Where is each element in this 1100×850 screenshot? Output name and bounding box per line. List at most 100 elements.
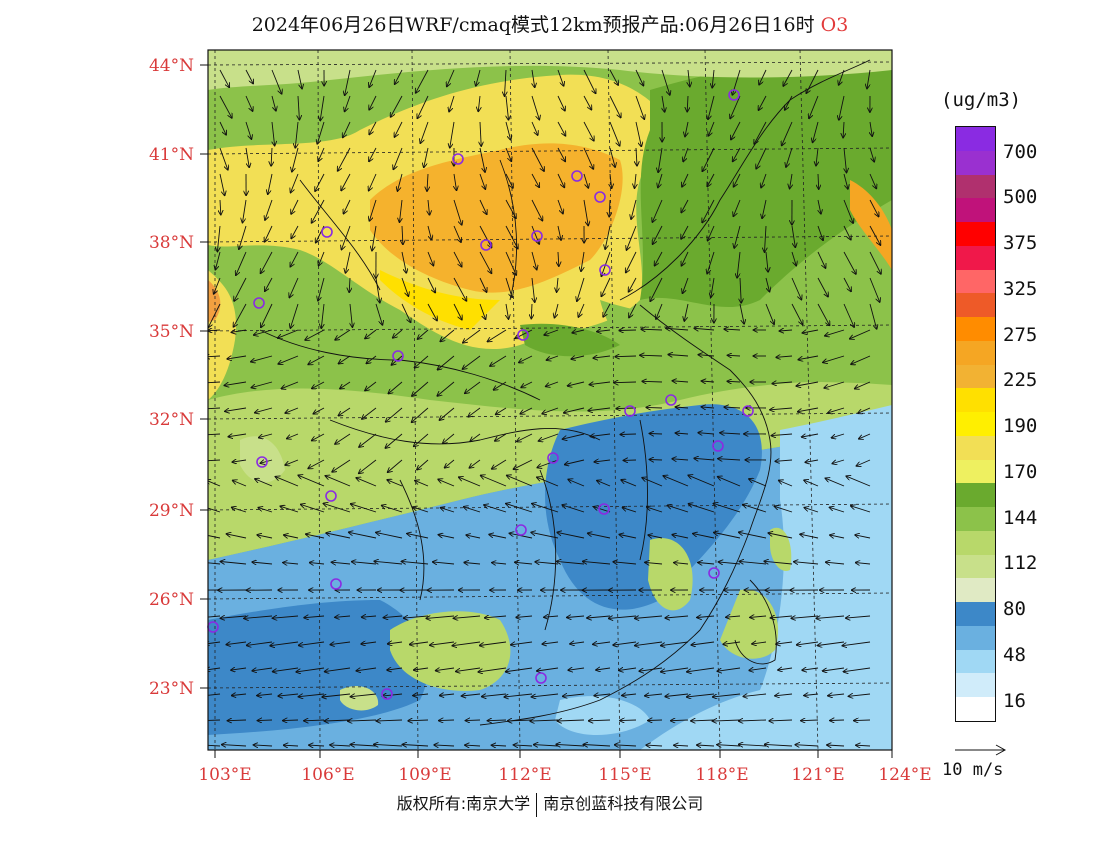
wind-arrow	[395, 69, 403, 84]
wind-arrow	[482, 694, 507, 697]
wind-arrow	[208, 744, 221, 747]
wind-arrow	[318, 147, 325, 161]
station-marker	[708, 567, 720, 579]
wind-arrow	[295, 121, 298, 148]
wind-arrow	[265, 277, 273, 291]
wind-arrow	[714, 504, 741, 513]
wind-arrow	[684, 303, 689, 321]
wind-arrow	[723, 642, 741, 644]
wind-arrow	[456, 667, 481, 671]
wind-arrow	[479, 251, 491, 273]
wind-arrow	[289, 277, 299, 297]
wind-arrow	[728, 381, 741, 382]
wind-arrow	[496, 407, 507, 414]
wind-arrow	[739, 303, 744, 324]
station-marker	[253, 297, 265, 309]
wind-arrow	[272, 121, 275, 146]
wind-arrow	[588, 408, 611, 411]
wind-arrow	[619, 535, 637, 539]
wind-arrow	[234, 303, 247, 327]
wind-arrow	[786, 147, 793, 167]
wind-arrow	[350, 303, 352, 327]
wind-arrow	[221, 562, 247, 565]
wind-arrow	[531, 251, 537, 270]
wind-arrow	[818, 199, 821, 214]
wind-arrow	[641, 329, 663, 330]
wind-arrow	[824, 381, 845, 388]
wind-arrow	[278, 694, 299, 696]
wind-arrow	[609, 616, 637, 618]
wind-arrow	[484, 505, 507, 513]
wind-arrow	[791, 225, 795, 247]
wind-arrow	[707, 173, 715, 186]
wind-arrow	[694, 458, 715, 460]
wind-arrow	[662, 95, 665, 112]
wind-arrow	[351, 745, 377, 747]
wind-arrow	[687, 95, 688, 112]
wind-arrow	[647, 507, 663, 513]
wind-arrow	[308, 459, 325, 468]
wind-arrow	[714, 533, 741, 539]
copyright-owner: 版权所有:南京大学	[396, 794, 531, 813]
wind-arrow	[251, 355, 273, 362]
legend-swatch	[956, 602, 995, 627]
wind-arrow	[375, 303, 382, 325]
lon-label: 121°E	[791, 765, 844, 785]
axis-ticks	[200, 64, 893, 758]
wind-arrow	[556, 744, 585, 746]
wind-arrow	[464, 563, 481, 565]
lat-label: 35°N	[149, 322, 194, 342]
wind-arrow	[278, 355, 299, 364]
wind-arrow	[791, 251, 796, 266]
wind-arrow	[427, 303, 437, 321]
wind-arrow	[827, 745, 845, 746]
wind-arrow	[413, 694, 429, 696]
station-marker	[712, 440, 724, 452]
wind-arrow	[739, 744, 767, 746]
wind-arrow	[720, 433, 741, 434]
wind-arrow	[208, 562, 221, 565]
wind-arrow	[740, 277, 741, 303]
wind-arrow	[434, 745, 455, 746]
wind-arrow	[255, 407, 273, 413]
station-marker	[330, 578, 342, 590]
map-title: 2024年06月26日WRF/cmaq模式12km预报产品:06月26日16时 O…	[0, 10, 1100, 37]
wind-arrow	[828, 694, 845, 696]
wind-arrow	[800, 534, 819, 539]
wind-arrow	[817, 303, 830, 325]
wind-arrow	[208, 615, 221, 618]
wind-arrow	[588, 533, 611, 539]
wind-arrow	[395, 121, 403, 137]
wind-arrow	[557, 121, 565, 136]
station-marker	[742, 405, 754, 417]
wind-arrow	[325, 667, 351, 672]
legend-label: 225	[1003, 369, 1038, 391]
station-marker	[381, 688, 393, 700]
wind-arrow	[252, 562, 273, 564]
wind-arrow	[531, 303, 532, 318]
wind-arrow	[609, 199, 610, 217]
wind-arrow	[825, 329, 845, 336]
wind-arrow	[839, 95, 845, 120]
wind-arrow	[532, 69, 535, 87]
wind-arrow	[869, 225, 880, 245]
wind-arrow	[734, 173, 741, 187]
wind-arrow	[505, 277, 512, 297]
wind-arrow	[258, 720, 273, 721]
wind-arrow	[308, 355, 325, 364]
wind-arrow	[531, 173, 539, 187]
station-marker	[517, 329, 529, 341]
wind-vectors	[208, 69, 881, 747]
wind-arrow	[571, 356, 585, 359]
wind-arrow	[243, 199, 247, 223]
wind-arrow	[635, 173, 637, 188]
legend-label: 80	[1003, 598, 1026, 620]
lat-label: 23°N	[149, 679, 194, 699]
wind-arrow	[775, 694, 793, 696]
wind-arrow	[505, 225, 518, 249]
wind-arrow	[817, 225, 823, 240]
legend-swatch	[956, 340, 995, 366]
wind-arrow	[232, 694, 247, 696]
wind-arrow	[806, 69, 819, 93]
wind-arrow	[407, 534, 429, 539]
